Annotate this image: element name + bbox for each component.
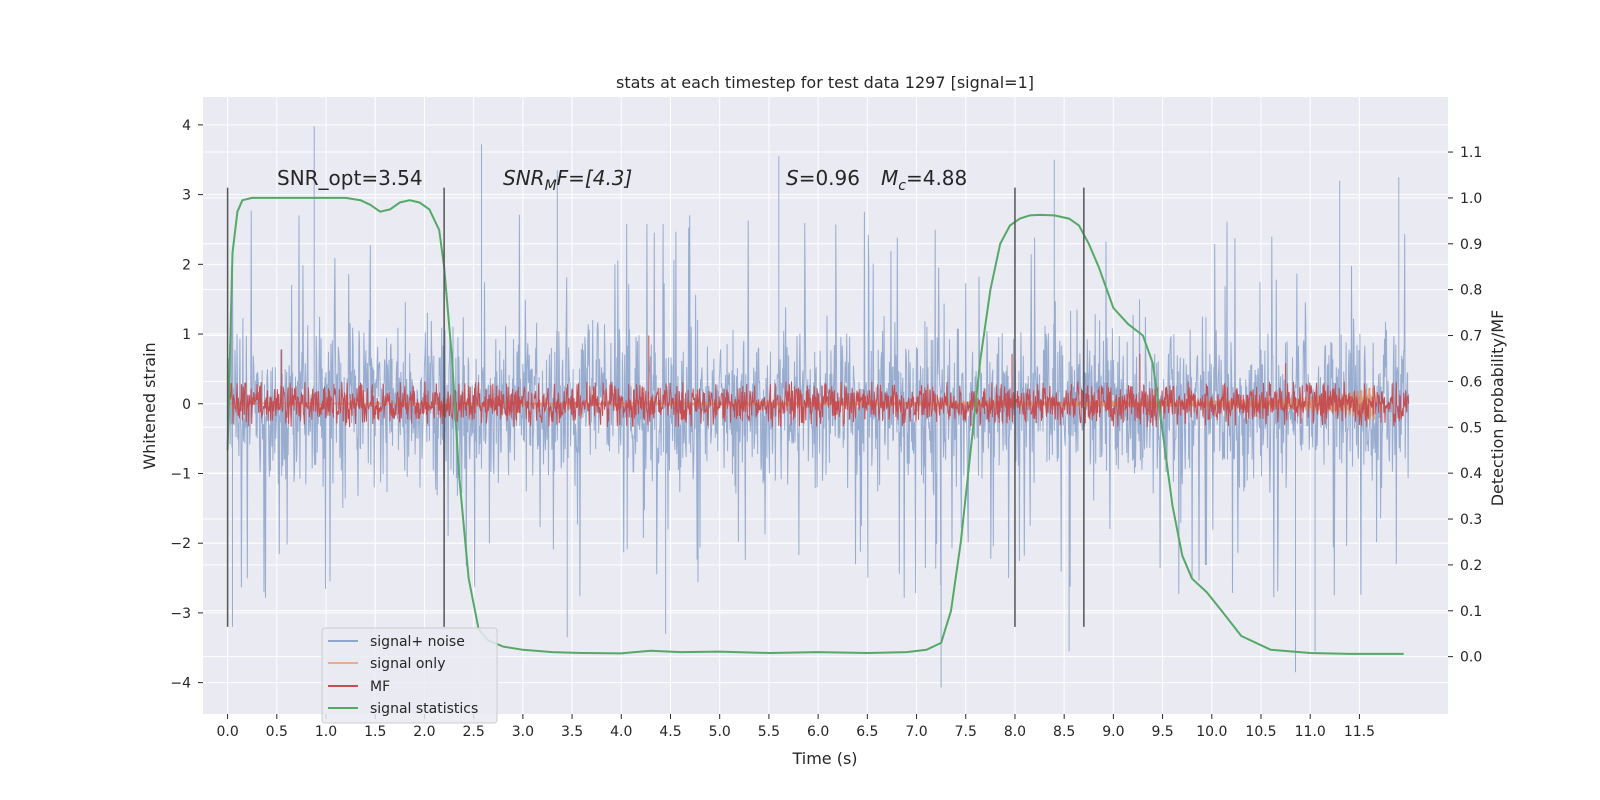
mc-label: M xyxy=(881,166,898,190)
y2-tick-label: 0.0 xyxy=(1460,650,1482,666)
y2-tick-label: 0.5 xyxy=(1460,420,1482,436)
y2-tick-label: 0.4 xyxy=(1460,466,1482,482)
data-layer xyxy=(226,126,1410,688)
snr-mf-post: F=[4.3] xyxy=(557,166,633,190)
y2-tick-label: 1.1 xyxy=(1460,145,1482,161)
x-tick-label: 7.5 xyxy=(955,724,977,740)
mc-value: =4.88 xyxy=(906,166,967,190)
x-tick-label: 3.0 xyxy=(512,724,534,740)
y2-tick-label: 0.9 xyxy=(1460,237,1482,253)
annotation-mc: Mc=4.88 xyxy=(881,166,967,194)
x-axis-label: Time (s) xyxy=(791,749,857,768)
legend-box xyxy=(321,627,498,724)
annotation-s: S=0.96 xyxy=(786,166,860,190)
x-tick-label: 9.0 xyxy=(1102,724,1124,740)
x-tick-label: 8.5 xyxy=(1053,724,1075,740)
annotation-snr-mf: SNRMF=[4.3] xyxy=(503,166,632,194)
annotation-snr-opt: SNR_opt=3.54 xyxy=(277,166,423,190)
x-tick-label: 6.0 xyxy=(807,724,829,740)
y-tick-label: −1 xyxy=(170,466,191,482)
snr-mf-pre: SNR xyxy=(503,166,545,190)
y-tick-label: 0 xyxy=(182,397,191,413)
y-tick-label: 1 xyxy=(182,327,191,343)
x-tick-label: 2.0 xyxy=(413,724,435,740)
x-tick-label: 11.0 xyxy=(1295,724,1326,740)
y2-tick-label: 0.1 xyxy=(1460,604,1482,620)
x-tick-label: 6.5 xyxy=(856,724,878,740)
y-tick-label: 4 xyxy=(182,118,191,134)
x-tick-label: 5.5 xyxy=(758,724,780,740)
y2-tick-label: 0.3 xyxy=(1460,512,1482,528)
y-tick-label: 2 xyxy=(182,257,191,273)
x-tick-label: 1.0 xyxy=(315,724,337,740)
legend-label-mf: MF xyxy=(370,679,390,695)
ticks: 0.0 0.5 1.0 1.5 2.0 2.5 3.0 3.5 4.0 4.5 5.0 5.5 6.0 6… xyxy=(170,118,1482,740)
y2-tick-label: 0.8 xyxy=(1460,283,1482,299)
mc-sub: c xyxy=(898,178,906,194)
series-mf xyxy=(227,335,1410,428)
legend-label-signal-noise: signal+ noise xyxy=(370,634,465,650)
series-signal-statistics xyxy=(226,196,1404,655)
s-label: S xyxy=(786,166,799,190)
legend-label-signal-statistics: signal statistics xyxy=(370,701,478,717)
x-tick-label: 0.0 xyxy=(216,724,238,740)
x-tick-label: 4.0 xyxy=(610,724,632,740)
x-tick-label: 7.0 xyxy=(905,724,927,740)
y-tick-label: −2 xyxy=(170,536,191,552)
x-tick-label: 10.0 xyxy=(1196,724,1227,740)
x-tick-label: 8.0 xyxy=(1004,724,1026,740)
x-tick-label: 5.0 xyxy=(709,724,731,740)
y-tick-label: 3 xyxy=(182,188,191,204)
x-tick-label: 4.5 xyxy=(659,724,681,740)
vertical-markers xyxy=(226,187,1085,627)
y-tick-label: −4 xyxy=(170,676,191,692)
y2-tick-label: 0.7 xyxy=(1460,329,1482,345)
x-tick-label: 11.5 xyxy=(1344,724,1375,740)
legend-label-signal-only: signal only xyxy=(370,656,445,672)
x-tick-label: 3.5 xyxy=(561,724,583,740)
chart-title: stats at each timestep for test data 129… xyxy=(616,73,1034,92)
y-tick-label: −3 xyxy=(170,606,191,622)
y2-axis-label: Detection probability/MF xyxy=(1488,310,1507,507)
x-tick-label: 9.5 xyxy=(1151,724,1173,740)
y-axis-label: Whitened strain xyxy=(140,342,159,469)
legend: signal+ noise signal only MF signal stat… xyxy=(321,627,498,724)
s-value: =0.96 xyxy=(799,166,860,190)
x-tick-label: 10.5 xyxy=(1245,724,1276,740)
x-tick-label: 2.5 xyxy=(463,724,485,740)
y2-tick-label: 0.2 xyxy=(1460,558,1482,574)
x-tick-label: 1.5 xyxy=(364,724,386,740)
x-tick-label: 0.5 xyxy=(266,724,288,740)
snr-mf-sub: M xyxy=(545,178,557,194)
y2-tick-label: 0.6 xyxy=(1460,374,1482,390)
y2-tick-label: 1.0 xyxy=(1460,191,1482,207)
